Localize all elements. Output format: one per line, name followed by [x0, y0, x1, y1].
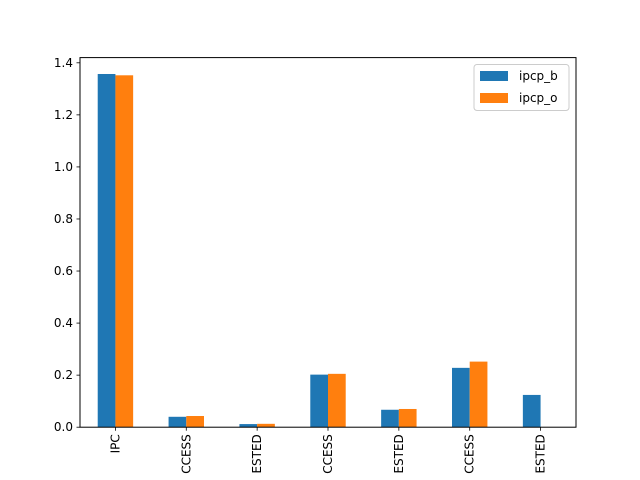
bar-ipcp_o-0	[115, 75, 134, 428]
x-tick-label: ESTED	[534, 434, 548, 473]
y-tick-label: 1.4	[54, 56, 73, 70]
x-tick-label: IPC	[108, 434, 122, 453]
bar-ipcp_b-5	[452, 367, 470, 428]
legend-label-ipcp_b: ipcp_b	[519, 69, 558, 83]
y-tick-label: 1.2	[54, 108, 73, 122]
bar-ipcp_b-1	[168, 416, 187, 428]
legend: ipcp_b ipcp_o	[473, 64, 570, 111]
y-tick-label: 0.4	[54, 316, 73, 330]
x-axis: IPC CCESS ESTED CCESS ESTED CCESS ESTED	[108, 427, 548, 474]
x-tick-label: ESTED	[250, 434, 264, 473]
x-tick-label: CCESS	[463, 434, 477, 474]
x-tick-label: ESTED	[392, 434, 406, 473]
legend-swatch-ipcp_o	[480, 93, 508, 103]
y-axis: 0.0 0.2 0.4 0.6 0.8 1.0 1.2 1.4	[54, 56, 80, 434]
y-tick-label: 1.0	[54, 160, 73, 174]
x-tick-label: CCESS	[321, 434, 335, 474]
y-tick-label: 0.2	[54, 368, 73, 382]
legend-swatch-ipcp_b	[480, 71, 508, 81]
bar-ipcp_o-1	[186, 416, 204, 428]
y-tick-label: 0.6	[54, 264, 73, 278]
bar-ipcp_b-6	[522, 394, 541, 428]
bar-ipcp_o-2	[257, 423, 275, 428]
bar-ipcp_b-3	[310, 374, 328, 428]
y-tick-label: 0.0	[54, 420, 73, 434]
bar-ipcp_b-4	[381, 409, 399, 428]
bar-ipcp_o-4	[398, 408, 417, 428]
legend-label-ipcp_o: ipcp_o	[519, 91, 558, 105]
x-tick-label: CCESS	[179, 434, 193, 474]
y-tick-label: 0.8	[54, 212, 73, 226]
bars-group	[97, 73, 541, 428]
bar-ipcp_b-0	[97, 73, 116, 428]
bar-ipcp_o-3	[328, 373, 346, 428]
bar-ipcp_o-5	[469, 361, 488, 428]
bar-ipcp_b-2	[239, 424, 258, 428]
plot-frame	[79, 57, 577, 428]
